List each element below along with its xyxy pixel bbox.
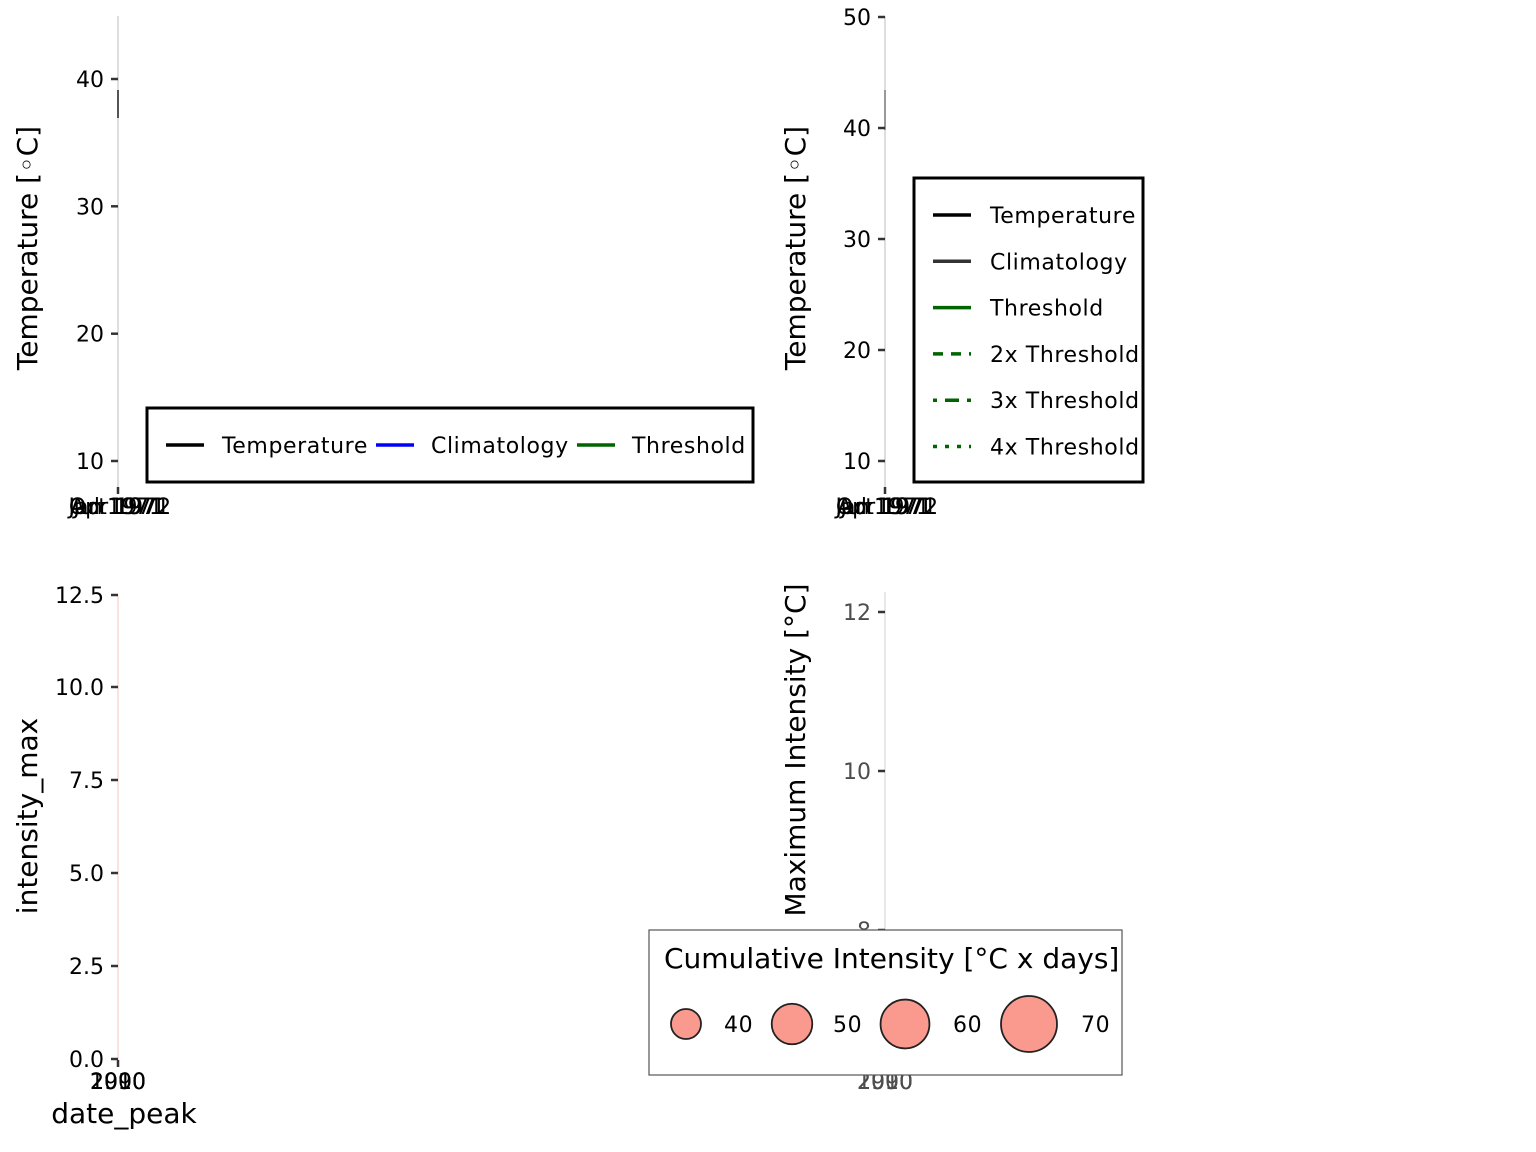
- y-axis-title: Temperature [◦C]: [779, 126, 812, 371]
- x-tick-label: 1990: [90, 1070, 146, 1095]
- y-tick-label: 12.5: [55, 584, 104, 609]
- y-tick-label: 10: [843, 450, 871, 475]
- legend-label-threshold: Threshold: [631, 434, 746, 459]
- legend-label-3x-threshold: 3x Threshold: [990, 389, 1140, 414]
- y-axis-title: intensity_max: [11, 718, 44, 914]
- size-legend-circle: [670, 1008, 702, 1040]
- legend-label-temperature: Temperature: [989, 204, 1136, 229]
- y-tick-label: 12: [843, 601, 871, 626]
- x-tick-label: Apr 1972: [70, 495, 171, 520]
- x-tick-label: 2010: [90, 1070, 146, 1095]
- legend-box-top-left: [145, 406, 755, 484]
- y-tick-label: 50: [843, 6, 871, 31]
- legend-label-temperature: Temperature: [221, 434, 368, 459]
- x-tick-label: Jan 1971: [67, 495, 166, 520]
- x-tick-label: Jul 1971: [838, 495, 930, 520]
- y-tick-label: 2.5: [69, 955, 104, 980]
- size-legend-label: 60: [953, 1013, 982, 1038]
- y-tick-label: 20: [843, 339, 871, 364]
- legend-label-2x-threshold: 2x Threshold: [990, 343, 1140, 368]
- y-tick-label: 0.0: [69, 1048, 104, 1073]
- y-tick-label: 10.0: [55, 676, 104, 701]
- size-legend-label: 40: [724, 1013, 753, 1038]
- y-tick-label: 7.5: [69, 769, 104, 794]
- x-tick-label: Apr 1972: [837, 495, 938, 520]
- y-tick-label: 20: [76, 323, 104, 348]
- size-legend-circle: [770, 1002, 814, 1046]
- legend-box-top-right: [912, 176, 1145, 484]
- y-tick-label: 30: [843, 228, 871, 253]
- legend-label-4x-threshold: 4x Threshold: [990, 436, 1140, 461]
- size-legend-circle: [879, 998, 931, 1050]
- y-tick-label: 10: [76, 450, 104, 475]
- size-legend-label: 50: [833, 1013, 862, 1038]
- y-tick-label: 5.0: [69, 862, 104, 887]
- x-tick-label: Oct 1971: [836, 495, 937, 520]
- y-tick-label: 40: [843, 117, 871, 142]
- x-tick-label: 2000: [90, 1070, 146, 1095]
- x-tick-label: Jan 1971: [834, 495, 933, 520]
- size-legend-label: 70: [1081, 1013, 1110, 1038]
- y-axis-title: Maximum Intensity [°C]: [779, 583, 812, 916]
- size-legend-circle: [1000, 995, 1058, 1053]
- y-tick-label: 10: [843, 760, 871, 785]
- legend-label-climatology: Climatology: [990, 250, 1128, 275]
- x-axis-title: date_peak: [51, 1097, 197, 1130]
- x-tick-label: Oct 1971: [69, 495, 170, 520]
- legend-label-climatology: Climatology: [431, 434, 569, 459]
- x-tick-label: Jul 1971: [71, 495, 163, 520]
- legend-label-threshold: Threshold: [989, 297, 1104, 322]
- size-legend-title: Cumulative Intensity [°C x days]: [664, 942, 1119, 975]
- y-axis-title: Temperature [◦C]: [11, 126, 44, 371]
- y-tick-label: 40: [76, 68, 104, 93]
- y-tick-label: 30: [76, 195, 104, 220]
